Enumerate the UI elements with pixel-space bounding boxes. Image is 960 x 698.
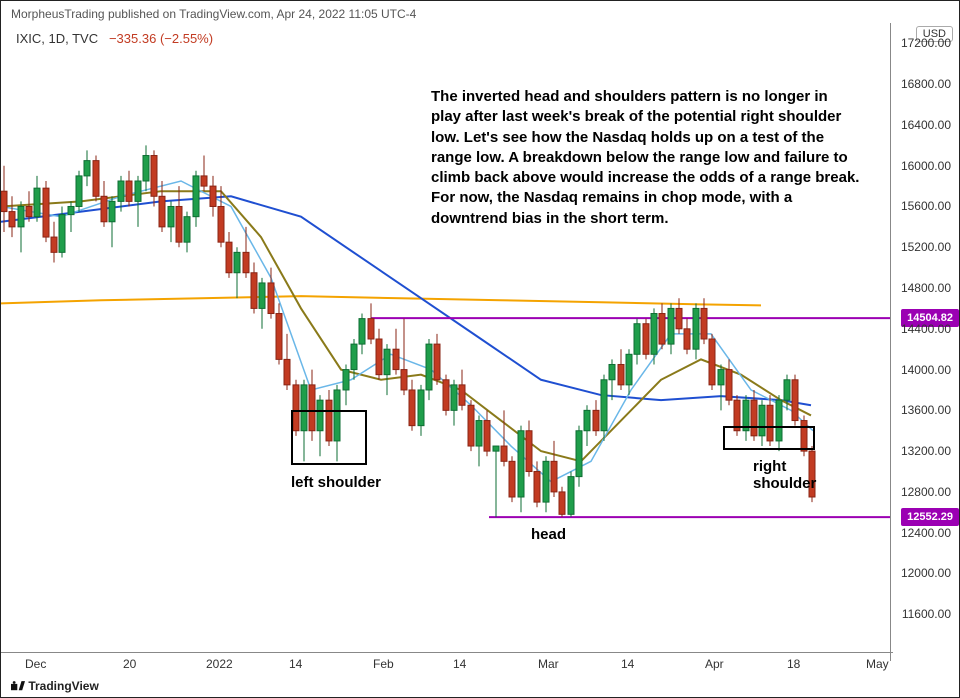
- publish-header: MorpheusTrading published on TradingView…: [11, 7, 416, 21]
- y-tick: 16800.00: [901, 77, 951, 91]
- y-tick: 14800.00: [901, 281, 951, 295]
- x-tick: 14: [289, 657, 302, 671]
- brand-text: TradingView: [28, 679, 98, 693]
- commentary-text: The inverted head and shoulders pattern …: [431, 87, 861, 229]
- tradingview-logo: TradingView: [11, 679, 99, 693]
- y-tick: 13600.00: [901, 403, 951, 417]
- y-tick: 15600.00: [901, 199, 951, 213]
- x-tick: 14: [621, 657, 634, 671]
- price-chart[interactable]: The inverted head and shoulders pattern …: [1, 23, 893, 655]
- x-tick: May: [866, 657, 889, 671]
- x-tick: 2022: [206, 657, 233, 671]
- pattern-box: [723, 426, 815, 450]
- x-axis: Dec 20 2022 14 Feb 14 Mar 14 Apr 18 May: [1, 652, 893, 675]
- tv-logo-icon: [11, 681, 25, 691]
- x-tick: Mar: [538, 657, 559, 671]
- x-tick: 14: [453, 657, 466, 671]
- annotation: rightshoulder: [753, 458, 816, 492]
- y-tick: 13200.00: [901, 444, 951, 458]
- x-tick: 20: [123, 657, 136, 671]
- y-tick: 17200.00: [901, 36, 951, 50]
- y-tick: 12800.00: [901, 485, 951, 499]
- y-tick: 15200.00: [901, 240, 951, 254]
- x-tick: 18: [787, 657, 800, 671]
- y-tick: 14400.00: [901, 322, 951, 336]
- annotation: head: [531, 526, 566, 543]
- x-tick: Dec: [25, 657, 46, 671]
- x-tick: Apr: [705, 657, 724, 671]
- y-tick: 16000.00: [901, 159, 951, 173]
- y-tick: 12400.00: [901, 526, 951, 540]
- y-tick: 14000.00: [901, 363, 951, 377]
- x-tick: Feb: [373, 657, 394, 671]
- y-tick: 11600.00: [902, 607, 951, 621]
- y-axis: USD 14504.8212552.2917200.0016800.001640…: [890, 23, 959, 661]
- pattern-box: [291, 410, 367, 465]
- price-flag: 12552.29: [901, 508, 959, 526]
- y-tick: 16400.00: [901, 118, 951, 132]
- chart-frame: MorpheusTrading published on TradingView…: [0, 0, 960, 698]
- annotation: left shoulder: [291, 474, 381, 491]
- y-tick: 12000.00: [901, 566, 951, 580]
